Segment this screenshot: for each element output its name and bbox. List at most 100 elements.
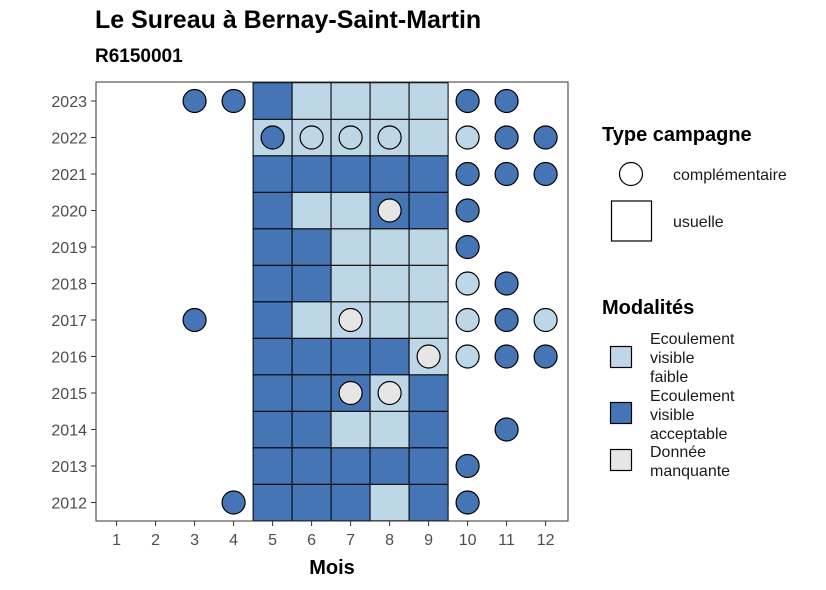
legend-key-circle [618, 161, 644, 187]
heat-cell [252, 374, 293, 412]
legend-key-manquante [609, 448, 633, 472]
heat-cell [369, 155, 410, 193]
heat-cell [369, 410, 410, 449]
heat-cell [291, 301, 332, 339]
x-tick-label: 10 [459, 532, 477, 549]
heat-cell [330, 483, 371, 522]
x-tick-label: 7 [346, 532, 355, 549]
y-tick-label: 2022 [51, 131, 87, 148]
campaign-point [494, 88, 519, 114]
legend-key-square [610, 200, 653, 242]
heat-cell [369, 301, 410, 339]
y-tick-label: 2017 [51, 313, 87, 330]
heat-cell [408, 447, 449, 485]
heat-cell [291, 447, 332, 485]
campaign-point [338, 125, 363, 150]
heat-cell [291, 410, 332, 449]
heat-cell [369, 228, 410, 266]
y-tick-label: 2013 [51, 459, 87, 476]
campaign-point [338, 380, 363, 406]
campaign-point [455, 234, 480, 260]
campaign-point [455, 307, 480, 333]
campaign-point [455, 161, 480, 187]
heat-cell [330, 447, 371, 485]
legend-key-faible [609, 345, 633, 369]
heat-cell [369, 82, 410, 120]
campaign-point [494, 307, 519, 333]
heat-cell [291, 337, 332, 376]
campaign-point [260, 125, 285, 150]
y-tick-label: 2016 [51, 350, 87, 367]
heat-cell [330, 82, 371, 120]
heat-cell [252, 228, 293, 266]
heat-cell [252, 483, 293, 522]
heat-cell [408, 118, 449, 157]
heat-cell [252, 301, 293, 339]
heat-cell [330, 191, 371, 230]
campaign-point [221, 490, 246, 515]
heat-cell [408, 155, 449, 193]
campaign-point [455, 88, 480, 114]
y-tick-label: 2012 [51, 496, 87, 513]
heat-cell [408, 374, 449, 412]
campaign-point [377, 125, 402, 150]
heat-cell [408, 410, 449, 449]
campaign-point [182, 88, 207, 114]
x-tick-label: 12 [537, 532, 555, 549]
x-tick-label: 9 [424, 532, 433, 549]
y-tick-label: 2023 [51, 94, 87, 111]
chart-subtitle: R6150001 [95, 46, 183, 67]
heat-cell [252, 337, 293, 376]
chart-title: Le Sureau à Bernay-Saint-Martin [95, 6, 482, 34]
x-tick-label: 4 [229, 532, 238, 549]
legend-modalite-label: Ecoulement visible faible [650, 331, 735, 386]
campaign-point [377, 198, 402, 223]
heat-cell [408, 82, 449, 120]
legend-key-acceptable [609, 401, 633, 425]
campaign-point [455, 344, 480, 369]
heat-cell [330, 228, 371, 266]
heat-cell [252, 191, 293, 230]
heat-cell [291, 483, 332, 522]
legend-modalites-title: Modalités [602, 297, 694, 319]
campaign-point [221, 88, 246, 114]
heat-cell [369, 264, 410, 303]
campaign-point [533, 344, 558, 369]
heat-cell [408, 301, 449, 339]
y-tick-label: 2020 [51, 204, 87, 221]
legend-type-label: complémentaire [673, 167, 787, 184]
heat-cell [252, 264, 293, 303]
legend-modalite-label: Donnée manquante [650, 444, 730, 480]
campaign-point [494, 125, 519, 150]
heat-cell [408, 264, 449, 303]
heat-cell [291, 82, 332, 120]
heat-cell [252, 410, 293, 449]
campaign-point [494, 161, 519, 187]
heat-cell [408, 228, 449, 266]
campaign-point [494, 271, 519, 296]
heat-cell [330, 337, 371, 376]
campaign-point [182, 307, 207, 333]
campaign-point [494, 417, 519, 442]
x-tick-label: 5 [268, 532, 277, 549]
campaign-point [455, 490, 480, 515]
x-tick-label: 8 [385, 532, 394, 549]
heat-cell [330, 264, 371, 303]
heat-cell [252, 82, 293, 120]
campaign-point [455, 125, 480, 150]
campaign-point [533, 125, 558, 150]
heat-cell [291, 155, 332, 193]
y-tick-label: 2018 [51, 277, 87, 294]
y-tick-label: 2019 [51, 240, 87, 257]
heat-cell [330, 155, 371, 193]
heat-cell [330, 410, 371, 449]
panel-border [95, 81, 569, 522]
x-tick-label: 6 [307, 532, 316, 549]
heat-cell [408, 191, 449, 230]
heat-cell [369, 447, 410, 485]
heat-cell [291, 191, 332, 230]
heat-cell [408, 483, 449, 522]
heat-cell [369, 483, 410, 522]
campaign-point [299, 125, 324, 150]
heat-cell [291, 228, 332, 266]
